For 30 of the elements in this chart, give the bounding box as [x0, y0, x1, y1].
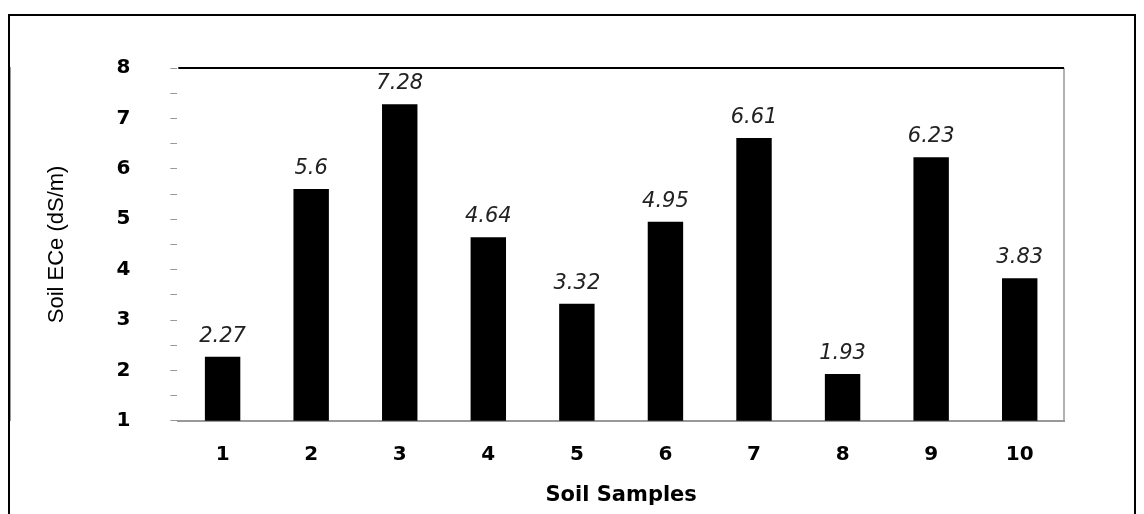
data-label: 3.83 [996, 244, 1044, 269]
x-axis-title: Soil Samples [545, 481, 697, 506]
y-tick-label: 8 [116, 54, 131, 79]
y-tick-label: 2 [116, 356, 131, 381]
y-tick-label: 1 [116, 407, 131, 431]
x-tick-label: 8 [835, 441, 850, 465]
x-tick-label: 6 [658, 441, 673, 465]
data-label: 6.23 [907, 123, 955, 148]
data-label: 7.28 [376, 70, 424, 95]
y-tick-label: 3 [116, 306, 131, 331]
y-tick-label: 5 [116, 205, 131, 230]
x-tick-label: 9 [924, 441, 939, 465]
y-tick-label: 7 [116, 104, 131, 129]
x-tick-label: 3 [392, 441, 407, 465]
x-tick-label: 7 [747, 441, 761, 465]
data-label: 5.6 [294, 154, 328, 179]
x-tick-label: 4 [481, 441, 496, 465]
x-tick-label: 2 [304, 441, 319, 465]
y-axis-title: Soil ECe (dS/m) [43, 165, 69, 324]
y-tick-label: 6 [116, 155, 131, 179]
y-tick-label: 4 [116, 255, 131, 280]
data-label: 1.93 [819, 339, 866, 364]
data-label: 2.27 [199, 322, 247, 347]
data-label: 6.61 [730, 104, 778, 129]
x-tick-label: 1 [215, 441, 230, 465]
data-label: 3.32 [553, 269, 601, 294]
data-label: 4.95 [642, 187, 689, 212]
x-tick-label: 10 [1005, 441, 1034, 465]
x-tick-label: 5 [569, 441, 584, 465]
data-label: 4.64 [464, 203, 512, 228]
